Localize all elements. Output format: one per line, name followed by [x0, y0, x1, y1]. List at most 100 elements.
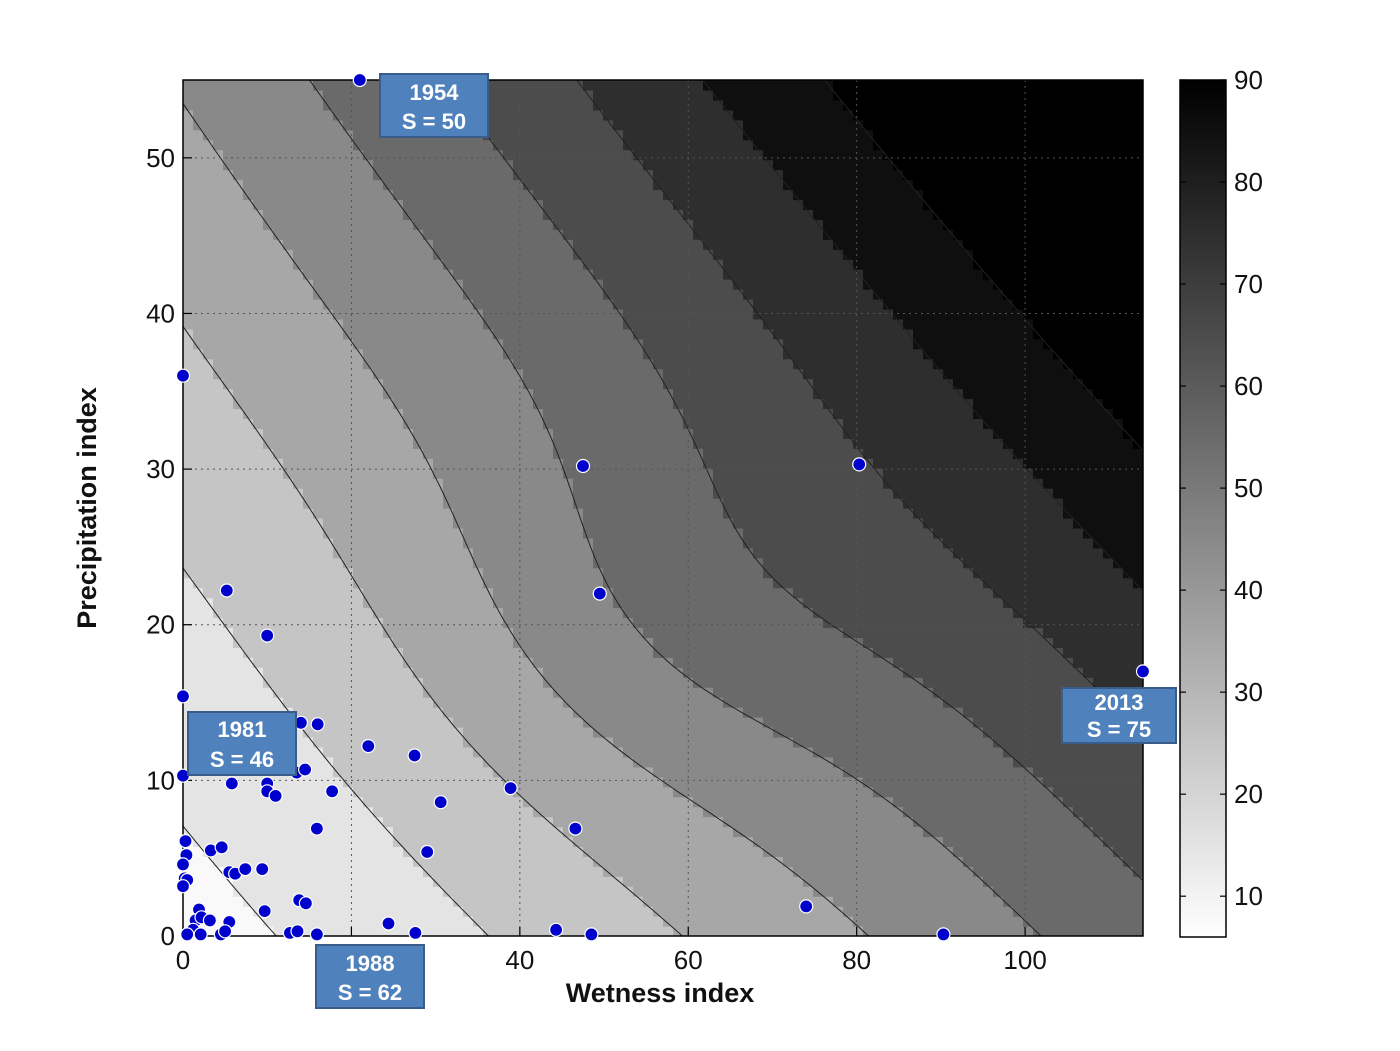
contour-cell — [373, 906, 384, 917]
contour-cell — [553, 388, 564, 400]
contour-cell — [433, 786, 444, 798]
contour-cell — [583, 717, 594, 728]
contour-cell — [383, 836, 394, 848]
contour-cell — [753, 667, 764, 678]
contour-cell — [603, 647, 614, 658]
contour-cell — [373, 707, 384, 718]
contour-cell — [643, 816, 654, 828]
contour-cell — [193, 786, 204, 798]
contour-cell — [463, 717, 474, 728]
contour-cell — [733, 448, 744, 459]
contour-cell — [253, 199, 264, 210]
contour-cell — [193, 647, 204, 658]
contour-cell — [363, 517, 374, 529]
contour-cell — [213, 667, 224, 678]
contour-cell — [353, 736, 364, 748]
contour-cell — [313, 607, 324, 619]
contour-cell — [633, 587, 644, 599]
contour-cell — [693, 478, 704, 489]
contour-cell — [503, 766, 514, 778]
contour-cell — [473, 587, 484, 599]
contour-cell — [533, 926, 544, 936]
contour-cell — [373, 428, 384, 439]
contour-cell — [713, 169, 724, 181]
contour-cell — [693, 637, 704, 648]
contour-cell — [533, 468, 544, 479]
contour-cell — [413, 766, 424, 778]
contour-cell — [473, 478, 484, 489]
contour-cell — [723, 338, 734, 350]
contour-cell — [623, 517, 634, 529]
contour-cell — [653, 776, 664, 788]
contour-cell — [203, 239, 214, 250]
contour-cell — [263, 468, 274, 479]
contour-cell — [593, 179, 604, 191]
contour-cell — [193, 846, 204, 857]
contour-cell — [193, 806, 204, 818]
contour-cell — [603, 746, 614, 758]
contour-cell — [323, 298, 334, 310]
contour-cell — [333, 876, 344, 887]
contour-cell — [363, 647, 374, 658]
contour-cell — [733, 906, 744, 917]
contour-cell — [283, 687, 294, 698]
contour-cell — [483, 378, 494, 390]
contour-cell — [623, 378, 634, 390]
contour-cell — [583, 488, 594, 499]
contour-cell — [253, 886, 264, 897]
contour-cell — [413, 806, 424, 818]
contour-cell — [623, 209, 634, 220]
contour-cell — [553, 537, 564, 549]
contour-cell — [413, 647, 424, 658]
contour-cell — [573, 687, 584, 698]
contour-cell — [453, 249, 464, 260]
contour-cell — [423, 896, 434, 907]
contour-cell — [503, 418, 514, 429]
contour-cell — [203, 80, 214, 91]
contour-cell — [443, 687, 454, 698]
contour-cell — [433, 259, 444, 270]
contour-cell — [613, 896, 624, 907]
contour-cell — [513, 856, 524, 867]
contour-cell — [543, 766, 554, 778]
contour-cell — [333, 289, 344, 300]
contour-cell — [623, 348, 634, 360]
contour-cell — [473, 269, 484, 280]
contour-cell — [753, 657, 764, 668]
contour-cell — [573, 796, 584, 808]
contour-cell — [603, 199, 614, 210]
contour-cell — [313, 577, 324, 589]
contour-cell — [743, 348, 754, 360]
contour-cell — [453, 438, 464, 449]
contour-cell — [543, 348, 554, 360]
contour-cell — [533, 249, 544, 260]
contour-cell — [393, 667, 404, 678]
contour-cell — [323, 109, 334, 121]
contour-cell — [193, 99, 204, 111]
contour-cell — [693, 776, 704, 788]
contour-cell — [673, 896, 684, 907]
contour-cell — [633, 378, 644, 390]
contour-cell — [353, 249, 364, 260]
contour-cell — [423, 448, 434, 459]
contour-cell — [513, 418, 524, 429]
contour-cell — [543, 239, 554, 250]
contour-cell — [553, 378, 564, 390]
contour-cell — [643, 906, 654, 917]
contour-cell — [403, 388, 414, 400]
contour-cell — [713, 766, 724, 778]
contour-cell — [693, 597, 704, 609]
contour-cell — [463, 657, 474, 668]
contour-cell — [433, 567, 444, 579]
contour-cell — [473, 617, 484, 629]
contour-cell — [523, 269, 534, 280]
contour-cell — [423, 637, 434, 648]
contour-cell — [353, 846, 364, 857]
contour-cell — [503, 567, 514, 579]
contour-cell — [653, 428, 664, 439]
contour-cell — [213, 169, 224, 181]
contour-cell — [733, 289, 744, 300]
contour-cell — [513, 328, 524, 340]
contour-cell — [693, 428, 704, 439]
contour-cell — [533, 736, 544, 748]
